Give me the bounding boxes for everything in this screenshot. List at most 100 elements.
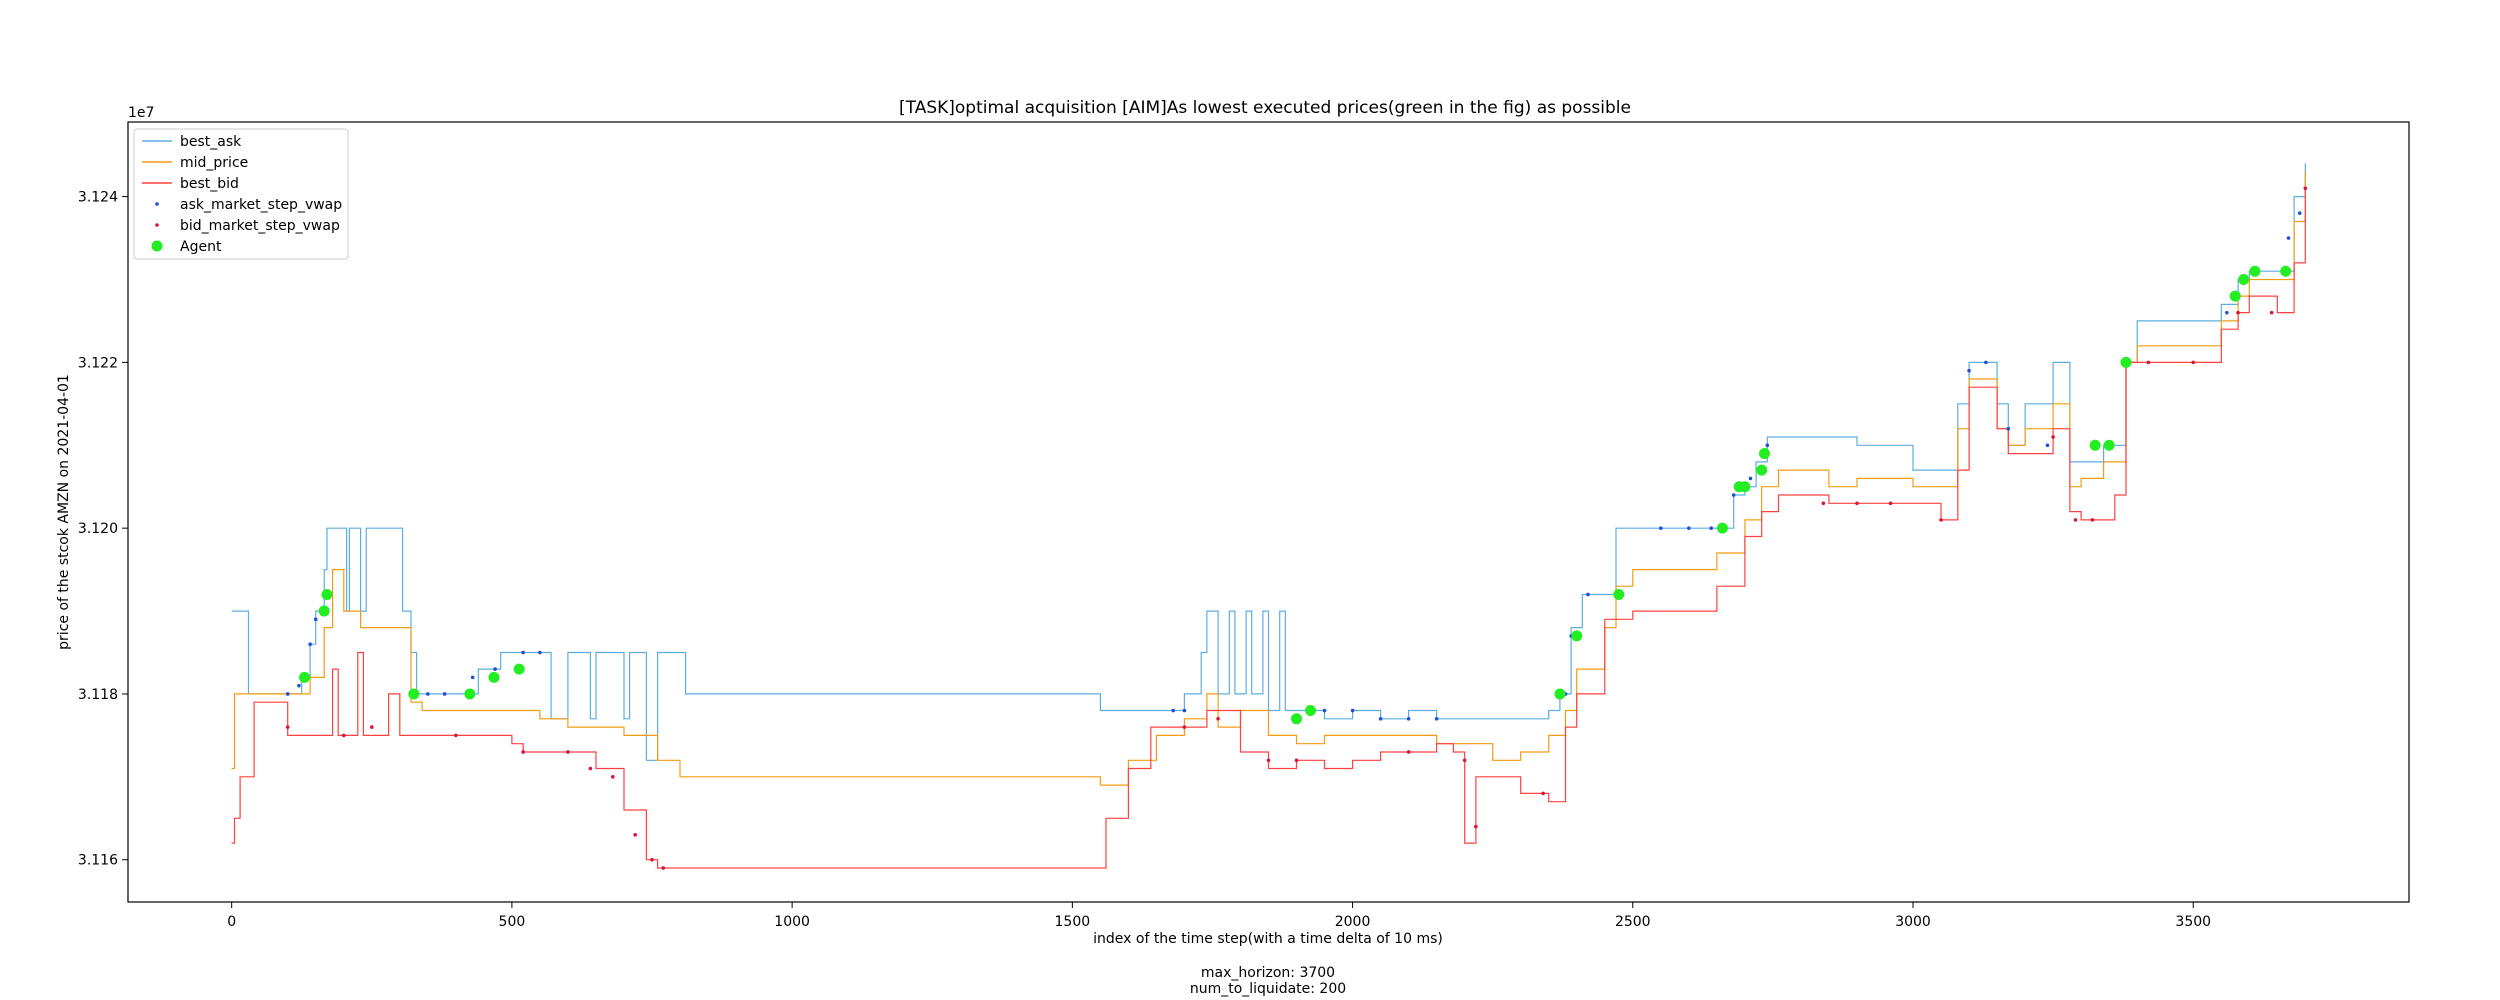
- legend-marker-ask-vwap: [155, 202, 159, 206]
- plot-frame: [127, 121, 2410, 903]
- series-layer: [231, 163, 2306, 869]
- ask-vwap-point: [2297, 211, 2302, 215]
- y-axis-label: price of the stcok AMZN on 2021-04-01: [56, 374, 72, 650]
- bid-vwap-point: [1888, 501, 1893, 506]
- agent-point: [2280, 265, 2292, 277]
- ask-vwap-point: [1687, 526, 1691, 530]
- bid-vwap-point: [661, 866, 666, 870]
- bid-vwap-point: [610, 775, 615, 779]
- series-line-best-ask: [231, 163, 2306, 761]
- y-tick-label: 3.122: [78, 355, 118, 371]
- agent-point: [2120, 356, 2132, 368]
- ask-vwap-point: [2006, 426, 2011, 431]
- ask-vwap-point: [1765, 443, 1770, 448]
- ask-vwap-point: [426, 692, 430, 696]
- ask-vwap-point: [1350, 708, 1355, 713]
- legend-label-mid-price: mid_price: [180, 155, 248, 171]
- y-axis: 3.116 3.118 3.120 3.122 3.124: [78, 190, 128, 869]
- legend-frame: [133, 128, 349, 260]
- ask-vwap-point: [1406, 717, 1411, 721]
- bid-vwap-point: [2191, 360, 2196, 365]
- ask-vwap-point: [2225, 310, 2229, 315]
- ask-vwap-point: [1748, 476, 1753, 481]
- x-tick-label: 2000: [1335, 914, 1371, 930]
- bid-vwap-point: [2146, 360, 2151, 365]
- x-tick-label: 2500: [1615, 914, 1651, 930]
- chart-title: [TASK]optimal acquisition [AIM]As lowest…: [899, 98, 1631, 118]
- ask-vwap-point: [1171, 708, 1176, 713]
- ask-vwap-point: [313, 617, 318, 622]
- footnote-line-2: num_to_liquidate: 200: [1190, 981, 1346, 997]
- bid-vwap-point: [2269, 310, 2274, 315]
- bid-vwap-point: [2090, 518, 2095, 522]
- legend-label-ask-vwap: ask_market_step_vwap: [180, 197, 342, 213]
- bid-vwap-point: [1406, 750, 1411, 754]
- legend-marker-agent: [151, 240, 163, 252]
- bid-vwap-point: [2051, 435, 2055, 439]
- legend-label-best-ask: best_ask: [180, 134, 242, 150]
- y-tick-label: 3.124: [78, 190, 118, 206]
- agent-point: [1291, 713, 1303, 725]
- series-line-best-bid: [231, 188, 2306, 869]
- x-tick-label: 500: [499, 914, 526, 930]
- legend-label-agent: Agent: [180, 239, 222, 255]
- legend-label-best-bid: best_bid: [180, 176, 239, 192]
- agent-layer: [299, 265, 2292, 725]
- bid-vwap-point: [2303, 186, 2308, 191]
- bid-vwap-point: [521, 750, 525, 754]
- agent-point: [2103, 439, 2115, 451]
- agent-point: [2089, 439, 2101, 451]
- agent-point: [318, 605, 330, 617]
- y-tick-label: 3.120: [78, 521, 118, 537]
- bid-vwap-point: [1294, 758, 1299, 763]
- ask-vwap-point: [1322, 708, 1327, 713]
- agent-point: [464, 688, 476, 700]
- bid-vwap-point: [650, 857, 654, 862]
- ask-vwap-point: [285, 692, 290, 696]
- y-tick-label: 3.118: [78, 687, 118, 703]
- ask-vwap-point: [442, 692, 447, 696]
- ask-vwap-point: [1434, 717, 1439, 721]
- ask-vwap-point: [297, 683, 301, 688]
- ask-vwap-point: [1709, 526, 1714, 530]
- agent-point: [1739, 481, 1751, 493]
- ask-vwap-point: [2286, 236, 2291, 240]
- agent-point: [1716, 522, 1728, 534]
- x-axis: 0 500 1000 1500 2000 2500 3000 3500: [227, 902, 2211, 930]
- ask-vwap-point: [521, 650, 525, 655]
- agent-point: [1305, 705, 1317, 717]
- agent-point: [408, 688, 420, 700]
- agent-point: [488, 671, 500, 683]
- legend-label-bid-vwap: bid_market_step_vwap: [180, 218, 340, 234]
- agent-point: [1571, 630, 1583, 642]
- x-axis-label: index of the time step(with a time delta…: [1093, 931, 1443, 947]
- bid-vwap-point: [588, 766, 593, 771]
- bid-vwap-point: [285, 725, 290, 729]
- y-offset-label: 1e7: [128, 105, 154, 121]
- ask-vwap-point: [1182, 708, 1187, 713]
- ask-vwap-point: [1378, 717, 1383, 721]
- agent-point: [513, 663, 525, 675]
- ask-vwap-point: [470, 675, 475, 680]
- bid-vwap-point: [2236, 310, 2240, 315]
- bid-vwap-point: [1855, 501, 1859, 506]
- ask-vwap-point: [1659, 526, 1663, 530]
- x-tick-label: 1000: [774, 914, 810, 930]
- x-tick-label: 1500: [1055, 914, 1091, 930]
- bid-vwap-point: [1182, 725, 1187, 729]
- ask-vwap-point: [1731, 493, 1736, 497]
- ask-vwap-point: [538, 650, 542, 655]
- y-tick-label: 3.116: [78, 853, 118, 869]
- bid-vwap-point: [341, 733, 346, 738]
- agent-point: [1756, 464, 1768, 476]
- bid-vwap-point: [1462, 758, 1467, 763]
- ask-vwap-point: [1967, 368, 1971, 373]
- ask-vwap-point: [308, 642, 312, 647]
- bid-vwap-point: [1821, 501, 1826, 506]
- agent-point: [1758, 448, 1770, 460]
- legend: best_ask mid_price best_bid ask_market_s…: [133, 128, 349, 260]
- bid-vwap-point: [2073, 518, 2078, 522]
- x-tick-label: 0: [227, 914, 236, 930]
- x-tick-label: 3500: [2175, 914, 2211, 930]
- bid-vwap-point: [369, 725, 374, 729]
